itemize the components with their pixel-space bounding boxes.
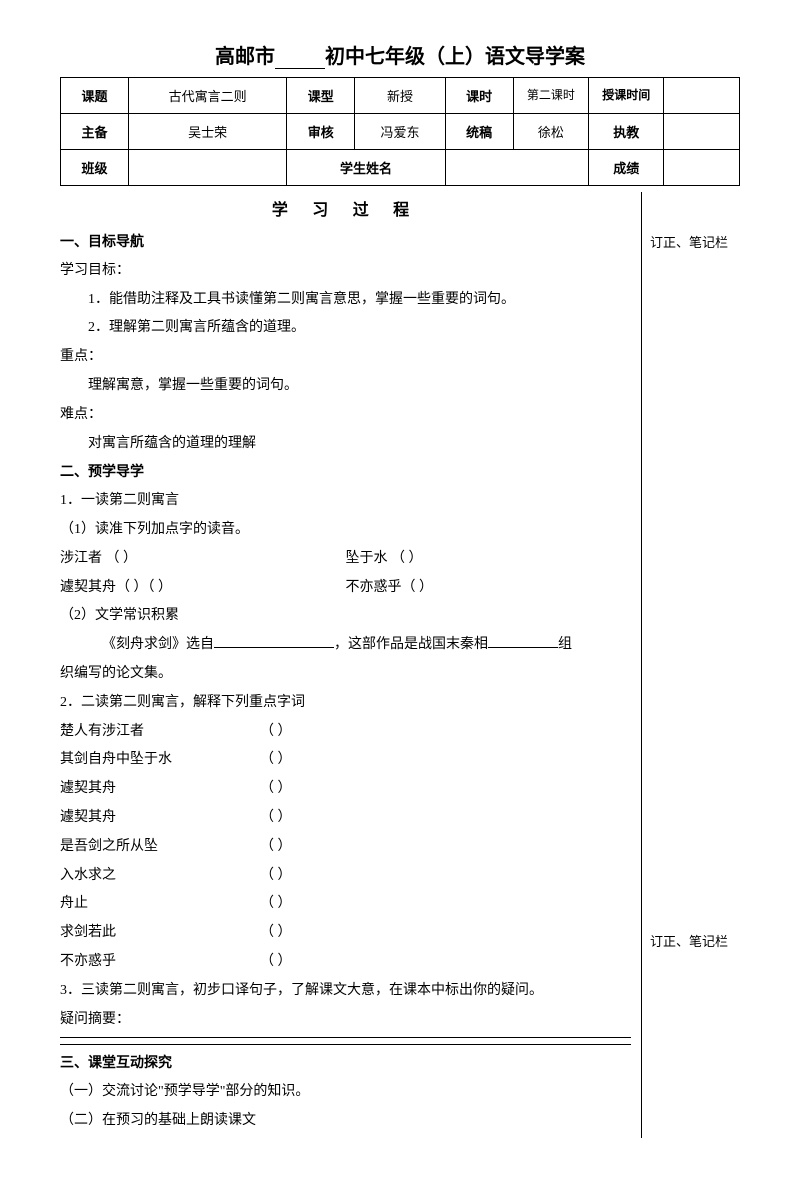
cell-label: 授课时间: [589, 78, 664, 114]
title-prefix: 高邮市: [215, 46, 275, 68]
phonetic-row: 遽契其舟（ ）（ ）不亦惑乎（ ）: [60, 576, 631, 600]
cell-value: 第二课时: [513, 78, 588, 114]
word-row: 入水求之（ ）: [60, 864, 631, 888]
word-item: 其剑自舟中坠于水: [60, 748, 260, 772]
sec1-sub2: 重点：: [60, 345, 631, 369]
cell-value: 吴士荣: [128, 114, 286, 150]
sec1-g4: 对寓言所蕴含的道理的理解: [60, 432, 631, 456]
sec2-l6: 3．三读第二则寓言，初步口译句子，了解课文大意，在课本中标出你的疑问。: [60, 979, 631, 1003]
cell-label: 班级: [61, 150, 129, 186]
notes-column: 订正、笔记栏 订正、笔记栏: [642, 192, 740, 1138]
table-row: 主备 吴士荣 审核 冯爱东 统稿 徐松 执教: [61, 114, 740, 150]
word-paren: （ ）: [260, 868, 292, 883]
word-row: 求剑若此（ ）: [60, 921, 631, 945]
word-item: 是吾剑之所从坠: [60, 835, 260, 859]
sec3-l1: （一）交流讨论"预学导学"部分的知识。: [60, 1080, 631, 1104]
header-table: 课题 古代寓言二则 课型 新授 课时 第二课时 授课时间 主备 吴士荣 审核 冯…: [60, 77, 740, 186]
cell-value: 新授: [355, 78, 446, 114]
cell-value: [445, 150, 588, 186]
sec3-title: 三、课堂互动探究: [60, 1051, 631, 1075]
sec2-l3: （2）文学常识积累: [60, 604, 631, 628]
cell-value: [128, 150, 286, 186]
table-row: 班级 学生姓名 成绩: [61, 150, 740, 186]
word-row: 楚人有涉江者（ ）: [60, 720, 631, 744]
main-column: 学 习 过 程 一、目标导航 学习目标： 1．能借助注释及工具书读懂第二则寓言意…: [60, 192, 642, 1138]
word-paren: （ ）: [260, 724, 292, 739]
phonetic-row: 涉江者 （ ）坠于水 （ ）: [60, 547, 631, 571]
word-row: 其剑自舟中坠于水（ ）: [60, 748, 631, 772]
cell-value: 古代寓言二则: [128, 78, 286, 114]
cell-label: 课型: [287, 78, 355, 114]
phonetic-item: 坠于水 （ ）: [346, 551, 423, 566]
sec1-g1: 1．能借助注释及工具书读懂第二则寓言意思，掌握一些重要的词句。: [60, 288, 631, 312]
sec1-g3: 理解寓意，掌握一些重要的词句。: [60, 374, 631, 398]
l4c: 组: [558, 637, 572, 652]
divider: [60, 1037, 631, 1038]
sec2-l4d: 织编写的论文集。: [60, 662, 631, 686]
table-row: 课题 古代寓言二则 课型 新授 课时 第二课时 授课时间: [61, 78, 740, 114]
word-paren: （ ）: [260, 752, 292, 767]
cell-value: [664, 114, 740, 150]
sec2-l2: （1）读准下列加点字的读音。: [60, 518, 631, 542]
sec1-g2: 2．理解第二则寓言所蕴含的道理。: [60, 316, 631, 340]
cell-label: 课题: [61, 78, 129, 114]
cell-label: 审核: [287, 114, 355, 150]
notes-label: 订正、笔记栏: [650, 232, 740, 251]
sec2-l4: 《刻舟求剑》选自 ，这部作品是战国末秦相 组: [60, 633, 631, 657]
divider: [60, 1044, 631, 1045]
sec3-l2: （二）在预习的基础上朗读课文: [60, 1109, 631, 1133]
cell-label: 统稿: [445, 114, 513, 150]
cell-label: 学生姓名: [287, 150, 445, 186]
sec2-title: 二、预学导学: [60, 460, 631, 484]
phonetic-item: 不亦惑乎（ ）: [346, 580, 434, 595]
process-title: 学 习 过 程: [60, 196, 631, 220]
word-item: 入水求之: [60, 864, 260, 888]
word-paren: （ ）: [260, 925, 292, 940]
page-title: 高邮市 初中七年级（上）语文导学案: [60, 40, 740, 69]
phonetic-item: 涉江者 （ ）: [60, 547, 346, 571]
sec2-l1: 1．一读第二则寓言: [60, 489, 631, 513]
word-item: 求剑若此: [60, 921, 260, 945]
word-item: 不亦惑乎: [60, 950, 260, 974]
cell-label: 成绩: [589, 150, 664, 186]
cell-value: [664, 150, 740, 186]
cell-value: 冯爱东: [355, 114, 446, 150]
word-item: 遽契其舟: [60, 777, 260, 801]
notes-label: 订正、笔记栏: [650, 931, 740, 950]
word-row: 不亦惑乎（ ）: [60, 950, 631, 974]
cell-label: 课时: [445, 78, 513, 114]
word-paren: （ ）: [260, 839, 292, 854]
word-paren: （ ）: [260, 896, 292, 911]
l4b: ，这部作品是战国末秦相: [334, 637, 488, 652]
word-row: 舟止（ ）: [60, 892, 631, 916]
word-paren: （ ）: [260, 810, 292, 825]
content-wrap: 学 习 过 程 一、目标导航 学习目标： 1．能借助注释及工具书读懂第二则寓言意…: [60, 192, 740, 1138]
word-row: 是吾剑之所从坠（ ）: [60, 835, 631, 859]
word-row: 遽契其舟（ ）: [60, 777, 631, 801]
word-item: 楚人有涉江者: [60, 720, 260, 744]
cell-label: 执教: [589, 114, 664, 150]
sec1-sub3: 难点：: [60, 403, 631, 427]
cell-label: 主备: [61, 114, 129, 150]
blank: [488, 647, 558, 648]
word-item: 舟止: [60, 892, 260, 916]
title-suffix: 初中七年级（上）语文导学案: [325, 46, 585, 68]
sec1-title: 一、目标导航: [60, 230, 631, 254]
word-row: 遽契其舟（ ）: [60, 806, 631, 830]
word-item: 遽契其舟: [60, 806, 260, 830]
phonetic-item: 遽契其舟（ ）（ ）: [60, 576, 346, 600]
sec1-sub1: 学习目标：: [60, 259, 631, 283]
word-paren: （ ）: [260, 781, 292, 796]
blank: [214, 647, 334, 648]
cell-value: [664, 78, 740, 114]
sec2-l5: 2．二读第二则寓言，解释下列重点字词: [60, 691, 631, 715]
sec2-l7: 疑问摘要：: [60, 1008, 631, 1032]
word-paren: （ ）: [260, 954, 292, 969]
l4a: 《刻舟求剑》选自: [102, 637, 214, 652]
title-blank: [275, 68, 325, 69]
cell-value: 徐松: [513, 114, 588, 150]
